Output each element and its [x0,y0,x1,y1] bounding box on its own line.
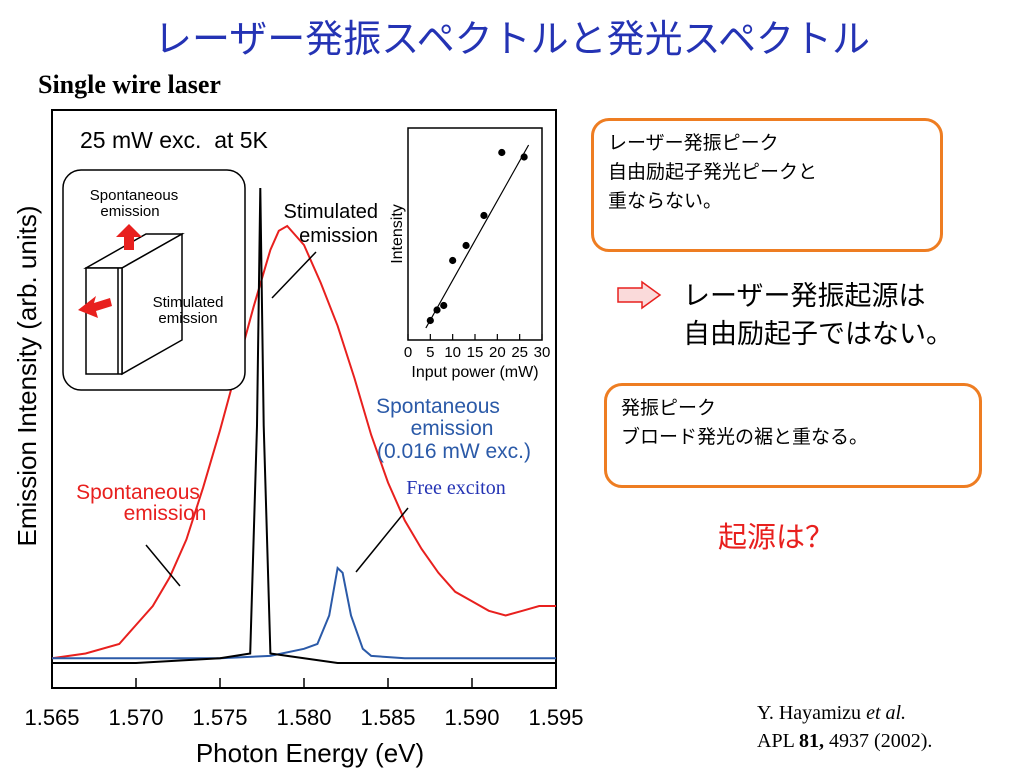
stimulated-arrow-icon [78,296,112,318]
inset-data-point [480,211,488,220]
x-axis-label: Photon Energy (eV) [196,738,424,768]
spontaneous-arrow-icon [116,224,142,250]
inset-data-point [498,148,506,157]
spont-blue-label-2: emission [411,417,494,440]
wire-front-face [85,267,123,375]
inset-plot-frame [407,127,543,341]
inset-data-point [433,306,441,314]
right-arrow-icon [617,280,662,310]
spont-red-leader-line [145,544,181,587]
inset-x-tick-label: 15 [467,344,484,361]
series-line [52,565,556,660]
free-exciton-leader-line [355,507,409,573]
spont-blue-label-1: Spontaneous [376,395,500,418]
conclusion-text: レーザー発振起源は 自由励起子ではない。 [683,278,953,354]
x-tick-label: 1.565 [24,705,79,730]
slide-title: レーザー発振スペクトルと発光スペクトル [154,17,870,61]
power-inset: 0 5 10 15 20 25 30 Intensity Input power (mW) [389,127,551,381]
x-tick-label: 1.595 [528,705,583,730]
citation-volume: 81, [799,730,825,752]
inset-x-tick-label: 0 [404,344,412,361]
box1-line-1: レーザー発振ピーク [608,132,779,154]
slide-subtitle: Single wire laser [38,70,221,99]
conclusion-line-2: 自由励起子ではない。 [683,319,953,350]
inset-x-tick-label: 30 [534,344,551,361]
series-line [52,187,556,664]
inset-data-point [462,241,470,250]
inset-y-label: Intensity [389,204,406,264]
inset-fit-line [425,144,530,329]
series-line [51,224,556,660]
stimulated-leader-line [271,251,317,299]
x-tick-label: 1.590 [444,705,499,730]
schematic-inset: Spontaneous emission Stimulated emission [62,169,246,391]
inset-data-point [426,316,434,325]
x-tick-label: 1.575 [192,705,247,730]
free-exciton-label: Free exciton [406,477,505,499]
inset-data-point [520,153,528,161]
citation-pages-year: 4937 (2002). [824,730,933,752]
oscillation-peak-note-box: 発振ピーク ブロード発光の裾と重なる。 [604,383,982,488]
x-tick-label: 1.585 [360,705,415,730]
laser-peak-note-box: レーザー発振ピーク 自由励起子発光ピークと 重ならない。 [591,118,943,252]
schematic-top-label-1: Spontaneous [90,187,178,204]
citation-line-1: Y. Hayamizu et al. [757,699,932,727]
citation-journal: APL [757,730,800,752]
spont-red-label-1: Spontaneous [76,481,200,504]
spont-blue-label-3: (0.016 mW exc.) [377,440,531,463]
stimulated-label-1: Stimulated [284,201,379,223]
box2-line-1: 発振ピーク [621,397,717,419]
box2-line-2: ブロード発光の裾と重なる。 [621,426,869,448]
inset-data-point [449,256,457,265]
schematic-side-label-1: Stimulated [153,294,224,311]
inset-x-tick-label: 5 [426,344,434,361]
inset-data-point [440,301,448,310]
citation-et-al: et al. [866,702,907,724]
inset-x-tick-label: 20 [489,344,506,361]
x-tick-label: 1.570 [108,705,163,730]
citation-line-2: APL 81, 4937 (2002). [757,727,932,755]
conclusion-line-1: レーザー発振起源は [683,281,926,312]
inset-x-tick-label: 25 [511,344,528,361]
schematic-top-label-2: emission [100,203,159,220]
y-axis-label: Emission Intensity (arb. units) [12,205,42,546]
inset-x-label: Input power (mW) [411,364,538,381]
citation-authors: Y. Hayamizu [757,702,867,724]
x-tick-label: 1.580 [276,705,331,730]
origin-question: 起源は？ [718,520,835,554]
schematic-side-label-2: emission [158,310,217,327]
citation: Y. Hayamizu et al. APL 81, 4937 (2002). [757,699,932,755]
stimulated-label-2: emission [299,225,378,247]
box1-line-3: 重ならない。 [608,190,723,212]
inset-x-tick-label: 10 [444,344,461,361]
condition-label: 25 mW exc. at 5K [80,127,269,153]
spont-red-label-2: emission [124,502,207,525]
box1-line-2: 自由励起子発光ピークと [608,161,818,183]
